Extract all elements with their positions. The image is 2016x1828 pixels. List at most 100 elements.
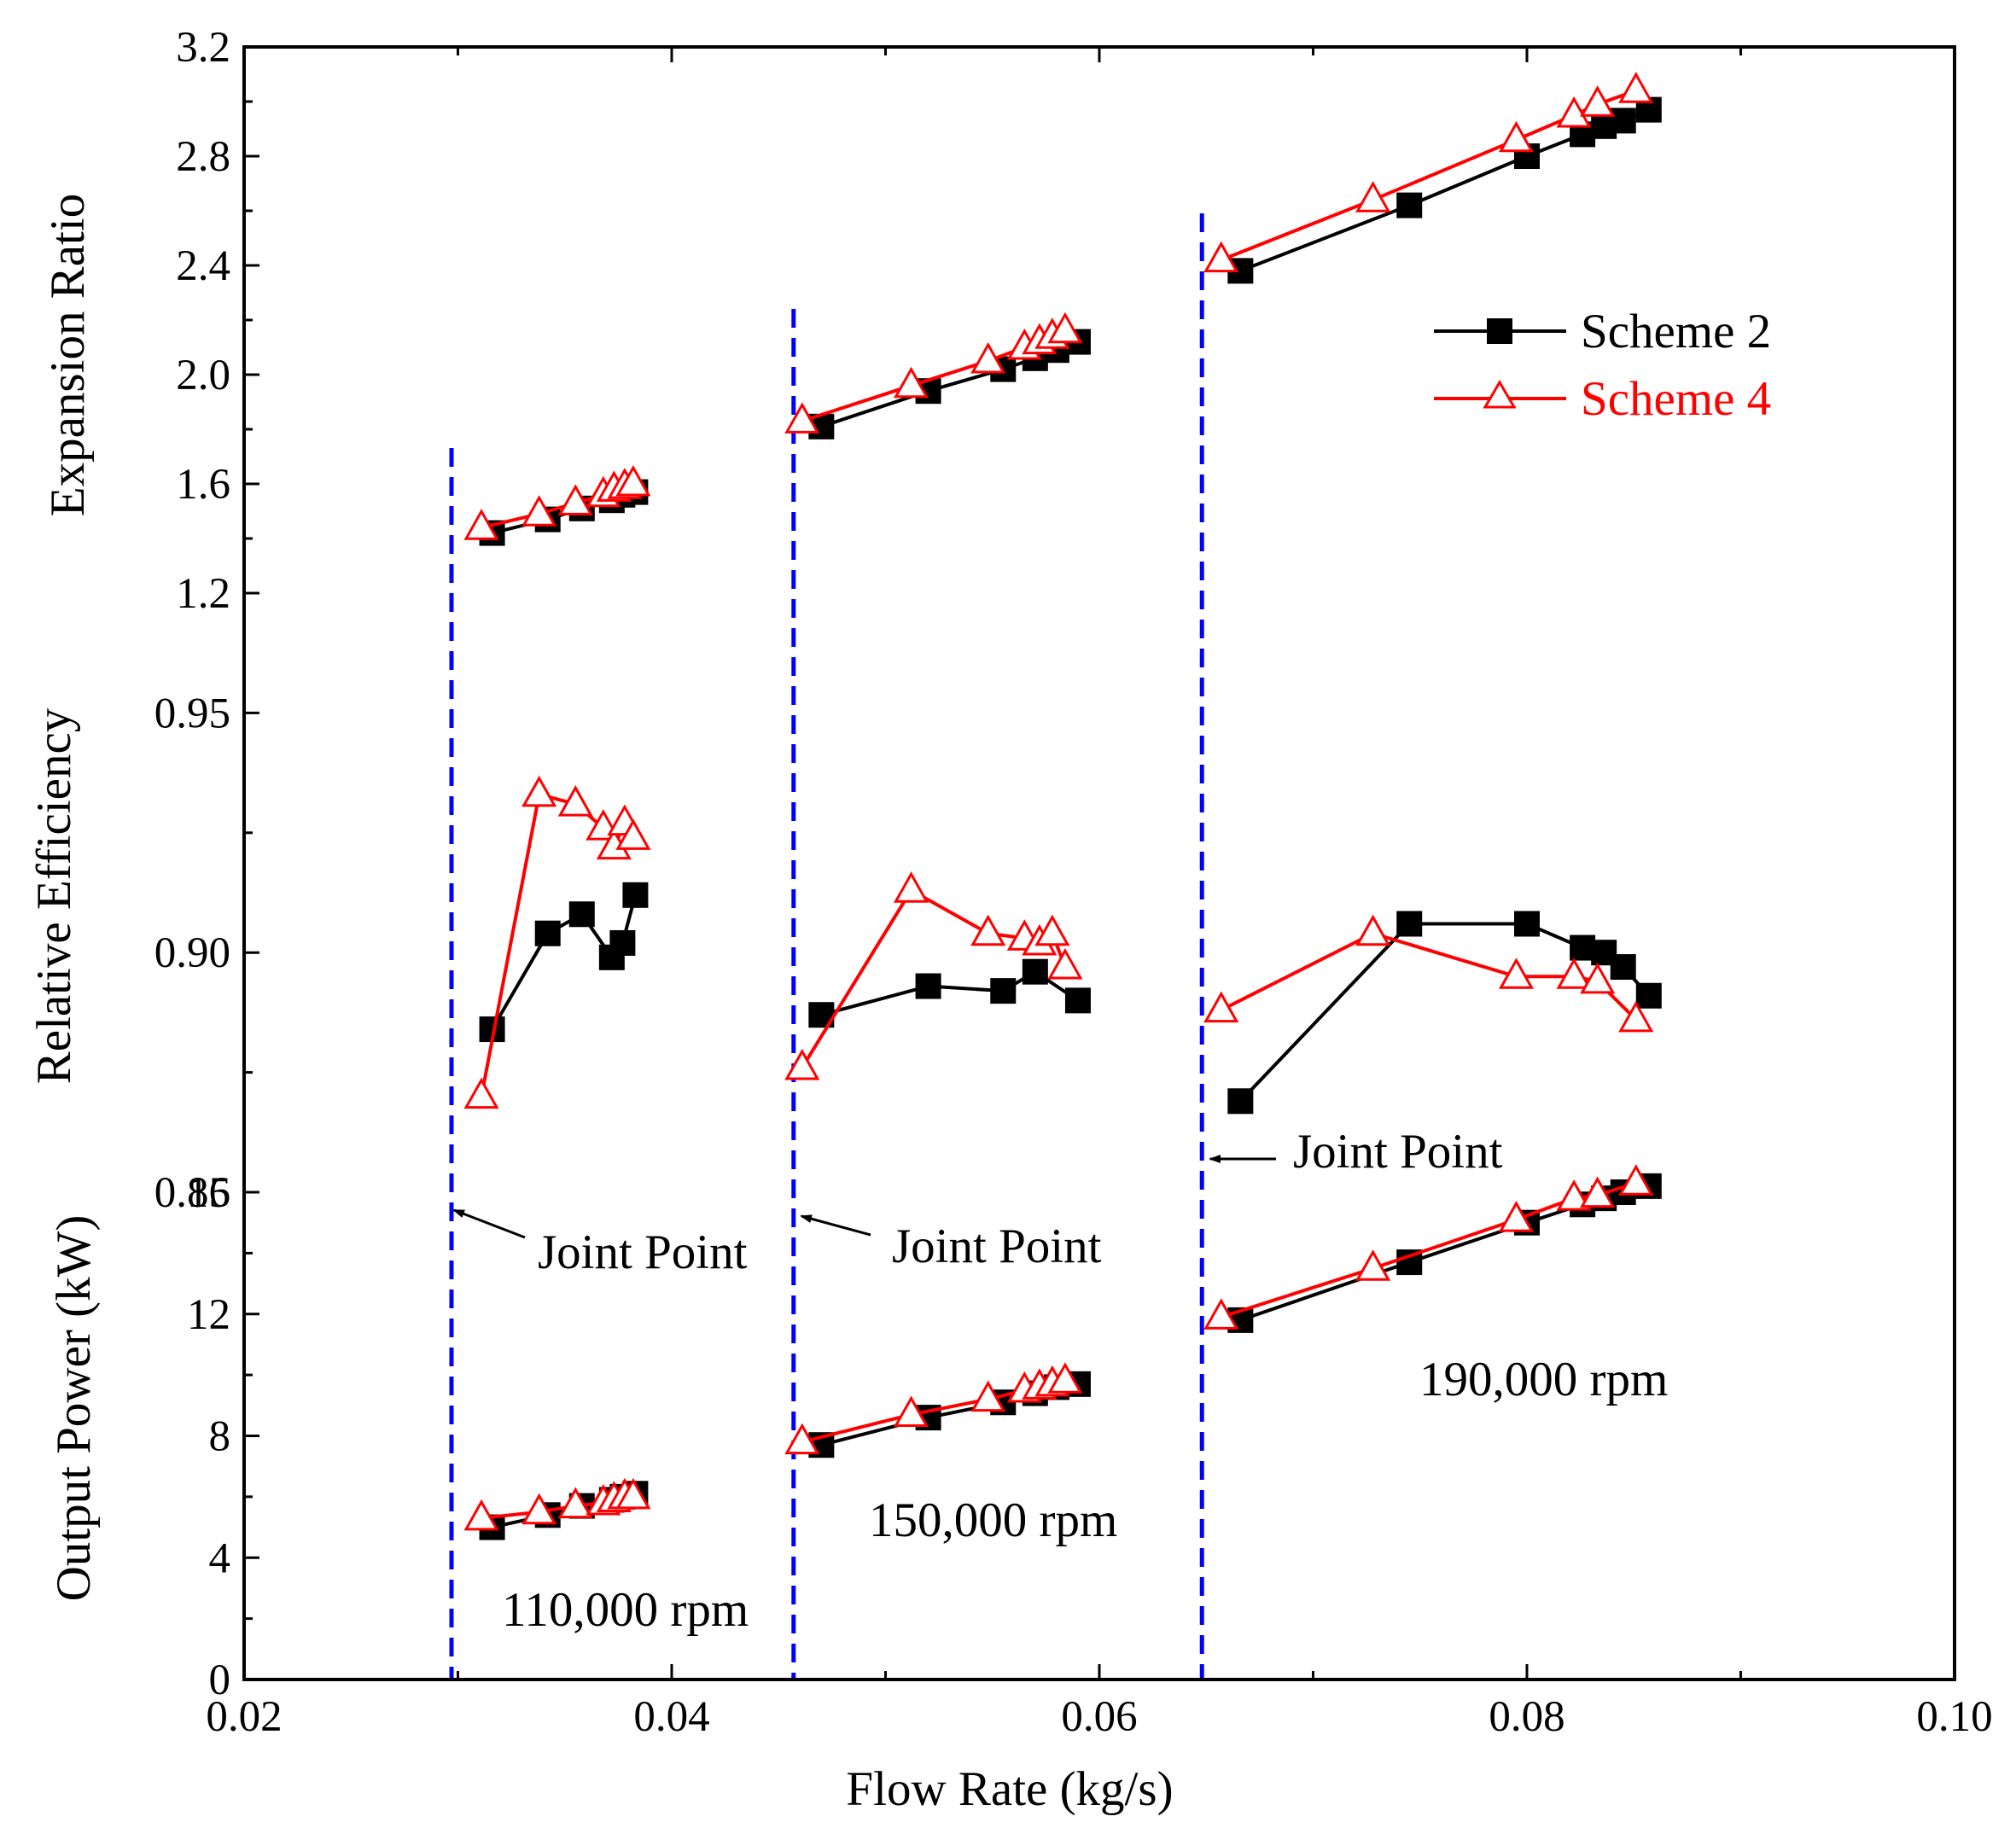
y-tick-label-efficiency: 0.90 xyxy=(154,929,230,977)
efficiency-scheme-2-point xyxy=(915,973,941,999)
y-tick-label-power: 4 xyxy=(209,1534,231,1582)
joint-label-3: Joint Point xyxy=(1293,1125,1503,1179)
y-tick-label-power: 16 xyxy=(187,1169,230,1217)
legend-marker-scheme-2 xyxy=(1487,318,1512,344)
efficiency-scheme-2-point xyxy=(568,901,595,928)
power-scheme-4-point xyxy=(463,1499,499,1531)
y-tick-label-expansion: 2.8 xyxy=(176,133,230,181)
power-scheme-4-point xyxy=(1556,1179,1592,1211)
legend-label-scheme-4: Scheme 4 xyxy=(1581,372,1771,426)
tick-labels: 0.02 0.04 0.06 0.08 0.10 1.2 1.6 2.0 2.4 2.8 3.2 0.… xyxy=(154,24,1993,1741)
expansion-scheme-4-point xyxy=(521,495,557,527)
efficiency-scheme-4-point xyxy=(970,914,1006,946)
joint-annotation-2: Joint Point xyxy=(800,1214,1102,1273)
power-scheme-4-point xyxy=(1203,1298,1239,1330)
efficiency-scheme-4-point xyxy=(463,1077,499,1109)
speed-label-150k: 150,000 rpm xyxy=(869,1493,1117,1547)
y-tick-label-expansion: 1.2 xyxy=(176,570,230,618)
power-scheme-4-point xyxy=(1498,1201,1535,1232)
efficiency-scheme-4-point xyxy=(893,871,929,903)
power-scheme-4-point xyxy=(893,1395,929,1428)
y-tick-label-efficiency: 0.95 xyxy=(154,690,230,737)
y-tick-label-power: 8 xyxy=(209,1413,231,1461)
series-layer xyxy=(463,72,1662,1540)
efficiency-scheme-4-point xyxy=(1034,914,1070,946)
x-tick-label: 0.10 xyxy=(1916,1693,1992,1741)
y-axis-title-efficiency: Relative Efficiency xyxy=(27,707,81,1084)
y-tick-label-expansion: 1.6 xyxy=(176,461,230,509)
legend-entry-scheme-2: Scheme 2 xyxy=(1434,305,1771,358)
expansion-scheme-4-point xyxy=(1556,96,1592,128)
power-scheme-4-point xyxy=(784,1423,820,1455)
efficiency-scheme-4-point xyxy=(1580,962,1616,994)
efficiency-scheme-4-point xyxy=(615,818,651,850)
efficiency-scheme-2-point xyxy=(1022,958,1048,985)
expansion-scheme-4-point xyxy=(1580,85,1616,117)
y-tick-label-expansion: 3.2 xyxy=(176,24,230,72)
efficiency-scheme-2-point xyxy=(622,882,649,908)
efficiency-scheme-4-point xyxy=(1355,914,1391,946)
efficiency-scheme-4-point xyxy=(1047,947,1083,980)
expansion-scheme-4-point xyxy=(970,341,1006,374)
y-tick-label-expansion: 2.4 xyxy=(176,242,230,290)
efficiency-scheme-2-point xyxy=(1635,982,1662,1009)
efficiency-scheme-4-point xyxy=(557,785,593,817)
power-scheme-4-point xyxy=(1047,1362,1083,1394)
efficiency-scheme-2-point xyxy=(1514,911,1540,937)
y-axis-title-expansion: Expansion Ratio xyxy=(41,194,95,516)
efficiency-scheme-4-point xyxy=(521,775,557,807)
x-tick-label: 0.02 xyxy=(206,1693,282,1741)
efficiency-scheme-4-point xyxy=(1618,1000,1654,1033)
expansion-scheme-4-point xyxy=(1355,181,1391,212)
efficiency-scheme-4-point xyxy=(1498,958,1535,989)
expansion-scheme-4-point xyxy=(1618,72,1654,103)
legend-label-scheme-2: Scheme 2 xyxy=(1581,305,1771,358)
efficiency-scheme-2-point xyxy=(1570,934,1596,961)
expansion-scheme-4-point xyxy=(893,366,929,399)
joint-annotation-1: Joint Point xyxy=(452,1208,748,1279)
x-axis-title: Flow Rate (kg/s) xyxy=(846,1762,1173,1816)
efficiency-scheme-2-point xyxy=(1610,954,1636,981)
joint-arrow-2 xyxy=(800,1214,871,1237)
expansion-scheme-4-point xyxy=(1047,311,1083,344)
legend-marker-scheme-4 xyxy=(1483,380,1517,409)
expansion-scheme-4-point xyxy=(1203,241,1239,273)
efficiency-scheme-2-point xyxy=(990,978,1017,1004)
efficiency-scheme-4-point xyxy=(1556,958,1592,989)
efficiency-scheme-2-point xyxy=(1227,1088,1254,1115)
y-tick-label-power: 12 xyxy=(187,1291,230,1339)
power-scheme-4-point xyxy=(1618,1164,1654,1196)
y-tick-label-efficiency: 0.85 xyxy=(154,1169,230,1217)
expansion-scheme-2-point xyxy=(1396,192,1423,218)
power-scheme-4-point xyxy=(1355,1249,1391,1281)
legend-entry-scheme-4: Scheme 4 xyxy=(1434,372,1771,426)
efficiency-scheme-2-point xyxy=(1064,987,1091,1014)
joint-label-2: Joint Point xyxy=(892,1220,1102,1273)
expansion-scheme-4-point xyxy=(463,509,499,540)
expansion-scheme-4-point xyxy=(557,484,593,515)
power-scheme-4-point xyxy=(1580,1176,1616,1208)
expansion-scheme-2-point xyxy=(1610,108,1636,134)
joint-label-1: Joint Point xyxy=(538,1225,748,1279)
efficiency-scheme-2-point xyxy=(1396,911,1423,937)
plot-frame xyxy=(242,45,1956,1681)
expansion-scheme-4-point xyxy=(1498,120,1535,153)
power-scheme-4-point xyxy=(557,1487,593,1519)
x-tick-label: 0.04 xyxy=(633,1693,709,1741)
efficiency-scheme-4-point xyxy=(784,1048,820,1080)
joint-annotation-3: Joint Point xyxy=(1209,1125,1503,1179)
expansion-scheme-4-point xyxy=(784,402,820,434)
y-axis-title-power: Output Power (kW) xyxy=(47,1215,101,1602)
power-scheme-4-point xyxy=(521,1493,557,1525)
legend: Scheme 2 Scheme 4 xyxy=(1434,305,1771,426)
y-tick-label-power: 0 xyxy=(209,1656,231,1704)
speed-label-110k: 110,000 rpm xyxy=(502,1583,749,1637)
power-scheme-4-point xyxy=(970,1380,1006,1412)
efficiency-scheme-2-point xyxy=(609,929,636,956)
efficiency-scheme-2-point xyxy=(534,920,561,946)
y-tick-label-expansion: 2.0 xyxy=(176,352,230,399)
joint-arrow-1 xyxy=(452,1208,526,1239)
expansion-scheme-4-point xyxy=(615,464,651,497)
